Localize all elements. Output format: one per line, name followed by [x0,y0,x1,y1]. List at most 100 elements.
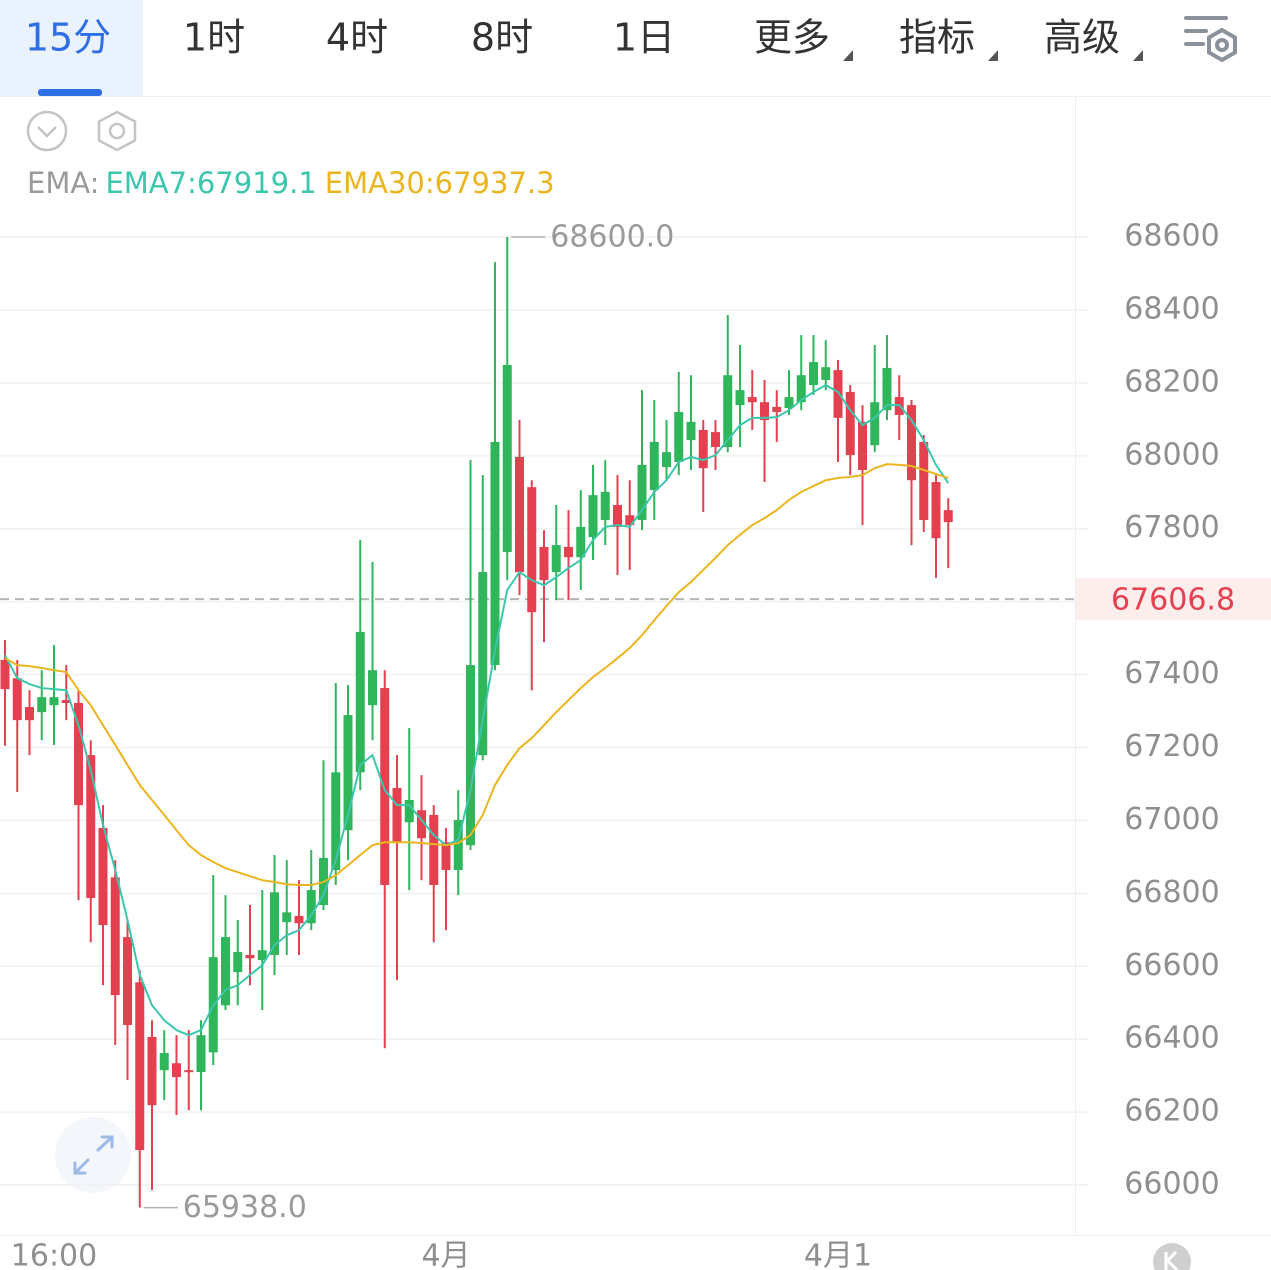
expand-icon[interactable] [55,1117,131,1193]
candle-body [686,421,696,441]
candle-body [723,375,733,448]
tab-bar [0,0,1271,96]
candle-body [123,937,132,1025]
candle-body [0,659,10,690]
candle-body [380,688,390,885]
candle-body [343,715,353,831]
tab[interactable]: 8时 [471,16,533,60]
candle-body [49,697,59,706]
y-tick-label: 67000 [1124,802,1219,837]
tab[interactable]: 高级 [1044,16,1120,60]
candle-body [515,456,524,573]
candle-body [110,877,120,996]
extreme-label: 68600.0 [550,220,674,255]
candle-body [527,487,537,613]
candle-body [245,954,255,959]
candle-body [98,828,108,926]
candle-body [600,491,610,520]
candle-body [478,572,488,756]
candle-body [711,432,720,448]
candle-body [662,452,671,468]
tab[interactable]: 15分 [25,16,111,60]
y-tick-label: 66600 [1124,948,1219,983]
candle-body [637,464,647,520]
candle-body [943,510,953,523]
y-tick-label: 68400 [1124,291,1219,326]
candle-body [919,441,929,520]
candle-body [196,1035,206,1073]
kline-icon[interactable] [1153,1243,1191,1270]
candles [0,237,953,1208]
active-tab-indicator [38,89,102,96]
y-tick-label: 68000 [1124,437,1219,472]
ema-legend: EMA: EMA7:67919.1 EMA30:67937.3 [27,166,555,200]
candle-body [539,546,549,581]
tab[interactable]: 1时 [183,16,245,60]
candle-body [74,703,83,806]
candle-body [270,892,279,955]
candle-body [355,631,365,773]
tab-menu-arrow [843,50,853,61]
y-tick-label: 66200 [1124,1094,1219,1129]
x-tick-label: 4月1 [804,1239,872,1270]
candle-body [490,441,500,666]
candle-body [331,772,341,871]
candle-body [576,526,586,558]
candle-body [760,402,769,421]
candle-body [257,950,267,961]
y-tick-label: 66000 [1124,1167,1219,1202]
candle-body [12,678,22,721]
candle-body [551,545,561,573]
indicator-settings-icon[interactable] [97,110,137,152]
tab[interactable]: 4时 [326,16,388,60]
candle-body [61,700,71,704]
candle-body [747,397,757,403]
y-tick-label: 67200 [1124,729,1219,764]
candle-body [441,842,451,871]
candle-body [833,370,843,418]
candle-body [821,367,831,380]
y-tick-label: 68600 [1124,219,1219,254]
legend-prefix: EMA: [27,166,99,200]
candle-body [429,814,439,885]
candle-body [502,365,512,553]
settings-icon[interactable] [1184,16,1237,63]
candle-body [564,546,573,558]
candle-body [404,799,414,823]
candle-body [870,402,880,446]
tab[interactable]: 更多 [754,16,830,60]
candle-body [809,362,818,386]
candle-body [735,390,745,406]
candle-body [221,937,230,1006]
extreme-label: 65938.0 [183,1190,307,1225]
collapse-icon[interactable] [26,110,68,152]
last-price-bg [1076,578,1271,621]
candle-body [907,405,916,481]
candle-body [159,1053,169,1071]
candle-body [613,505,622,527]
candle-body [784,397,794,409]
candle-body [588,495,598,538]
y-tick-label: 67400 [1124,656,1219,691]
tab[interactable]: 指标 [899,16,975,60]
candle-body [306,890,316,924]
candle-body [417,810,426,839]
candle-body [172,1063,181,1078]
candle-body [147,1037,157,1106]
candle-body [86,755,96,899]
y-tick-label: 68200 [1124,364,1219,399]
candle-body [882,367,892,411]
y-tick-label: 66800 [1124,875,1219,910]
active-tab-bg [0,0,143,96]
tab[interactable]: 1日 [613,16,675,60]
candle-body [674,412,684,462]
candle-body [772,406,782,413]
tab-menu-arrow [1133,50,1143,61]
y-tick-label: 67800 [1124,510,1219,545]
candle-body [294,915,304,924]
candle-body [931,482,941,539]
candle-body [845,391,855,456]
candle-body [233,952,243,973]
